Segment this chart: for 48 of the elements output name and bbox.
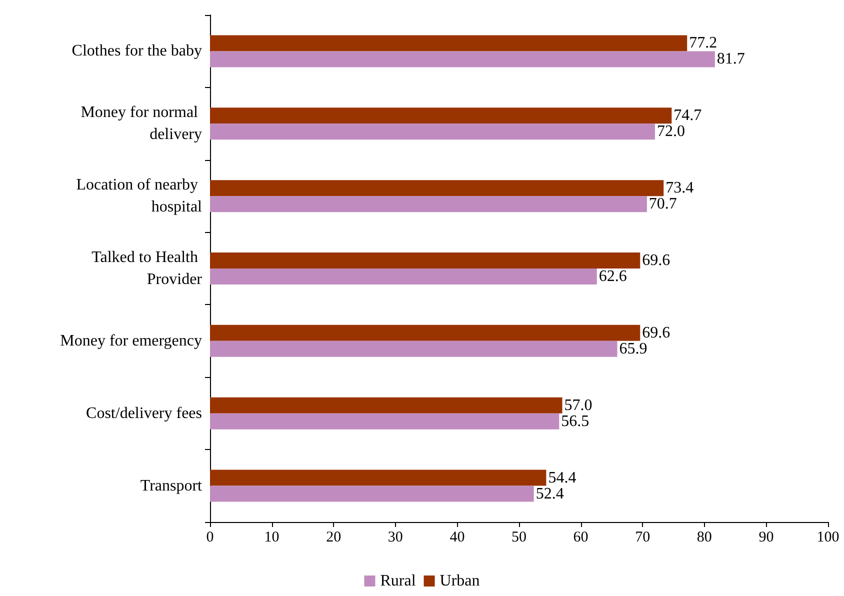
legend-label: Urban	[440, 572, 480, 590]
data-label: 73.4	[666, 180, 694, 197]
data-label: 69.6	[642, 324, 670, 342]
x-tick-label: 20	[326, 530, 342, 546]
y-tick-label: Location of nearby hospital	[76, 176, 203, 216]
bar	[210, 486, 534, 502]
y-tick-label: Cost/delivery fees	[86, 404, 202, 422]
bar	[210, 340, 618, 357]
bar	[210, 180, 664, 196]
bar	[210, 397, 562, 414]
bar	[210, 268, 597, 284]
bar	[210, 413, 560, 430]
legend-label: Rural	[380, 572, 416, 590]
data-label: 72.0	[656, 123, 685, 140]
bar	[210, 108, 672, 124]
bar	[210, 124, 655, 140]
x-tick-label: 80	[696, 530, 712, 546]
data-label: 54.4	[548, 469, 576, 486]
x-tick-label: 0	[206, 530, 214, 546]
data-label: 52.4	[536, 485, 564, 502]
data-label: 62.6	[598, 268, 627, 285]
x-tick-label: 40	[450, 530, 465, 546]
x-tick-label: 30	[388, 530, 403, 546]
y-tick-label: Money for emergency	[60, 332, 202, 350]
y-tick-label: Clothes for the baby	[72, 42, 202, 60]
x-tick-label: 100	[816, 530, 840, 546]
bar	[210, 51, 715, 68]
x-tick-label: 10	[264, 530, 280, 546]
data-label: 81.7	[716, 50, 745, 68]
data-label: 77.2	[689, 34, 718, 52]
y-tick-label: Talked to Health Provider	[92, 249, 203, 288]
x-tick-label: 90	[758, 530, 774, 546]
bar	[210, 196, 647, 212]
data-label: 56.5	[561, 412, 590, 430]
bar	[210, 35, 688, 52]
x-tick-label: 50	[512, 530, 526, 546]
data-label: 69.6	[642, 252, 670, 269]
bar	[210, 470, 546, 486]
y-tick-label: Transport	[140, 477, 203, 494]
data-label: 65.9	[619, 340, 648, 358]
x-tick-label: 60	[573, 530, 588, 546]
x-tick-label: 70	[635, 530, 650, 546]
data-label: 57.0	[564, 396, 592, 414]
data-label: 70.7	[648, 196, 677, 213]
bar	[210, 324, 640, 341]
data-label: 74.7	[674, 107, 702, 124]
y-tick-label: Money for normal delivery	[80, 104, 202, 144]
bar	[210, 252, 640, 268]
